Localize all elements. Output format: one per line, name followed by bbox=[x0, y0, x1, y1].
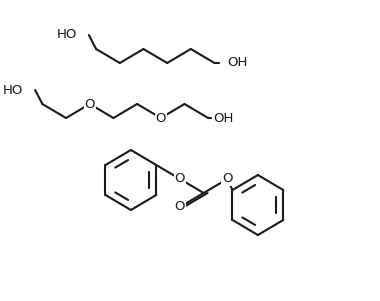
Text: O: O bbox=[222, 172, 233, 185]
Text: O: O bbox=[155, 111, 166, 125]
Text: O: O bbox=[175, 200, 185, 213]
Text: OH: OH bbox=[213, 111, 233, 125]
Text: HO: HO bbox=[3, 83, 24, 97]
Text: HO: HO bbox=[57, 29, 77, 42]
Text: OH: OH bbox=[227, 57, 248, 70]
Text: O: O bbox=[175, 172, 185, 185]
Text: O: O bbox=[84, 98, 95, 110]
